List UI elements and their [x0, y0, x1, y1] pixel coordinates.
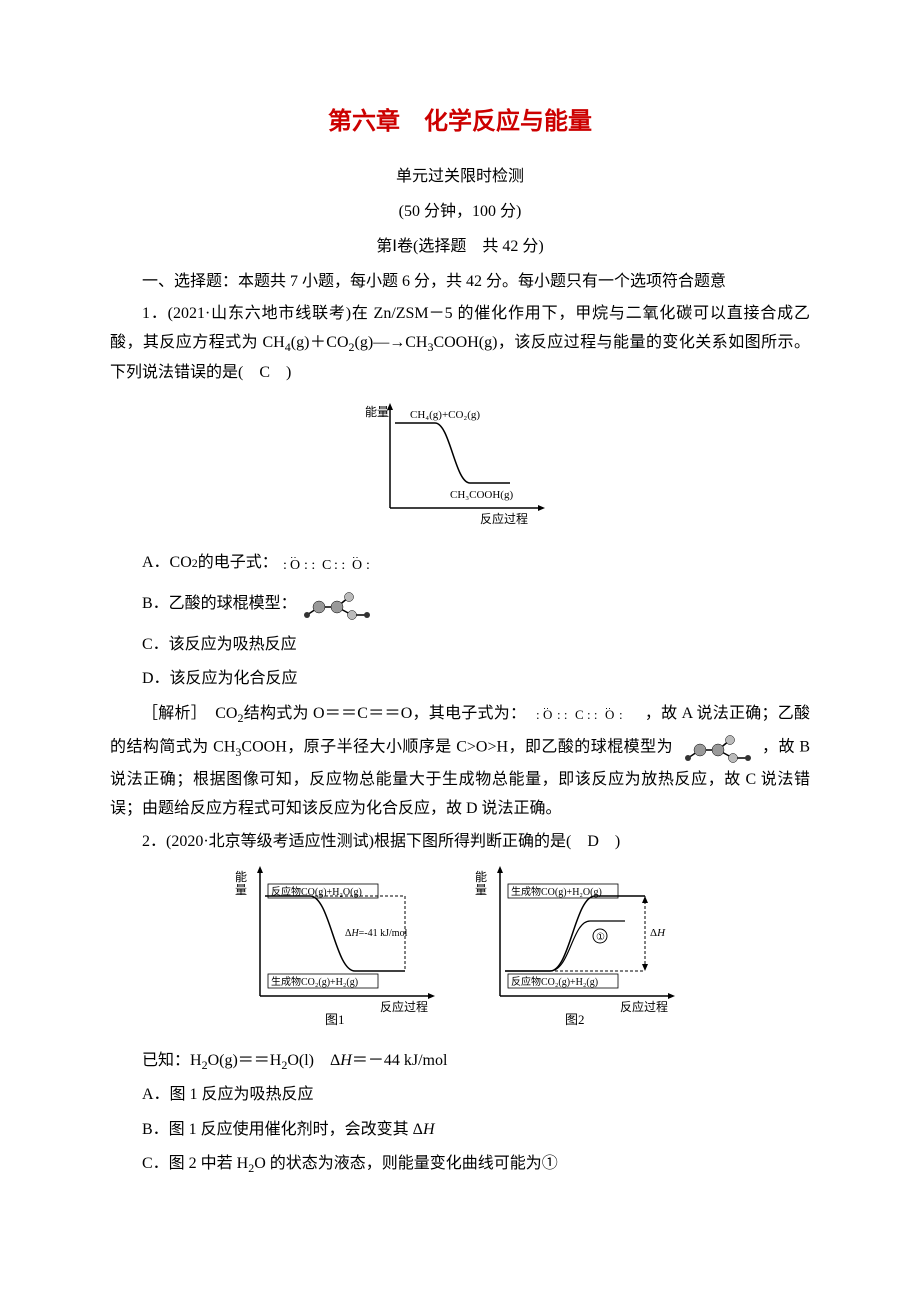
chapter-title: 第六章 化学反应与能量: [110, 100, 810, 143]
opt-a-prefix: A．CO: [142, 549, 192, 578]
svg-text:ΔH=-41 kJ/mol: ΔH=-41 kJ/mol: [345, 928, 408, 939]
energy-diagram-2-right: 能 量 生成物CO(g)+H₂O(g) ① ΔH 反应物CO₂(g)+H₂(g)…: [470, 866, 690, 1026]
opt-b-prefix: B．乙酸的球棍模型：: [142, 590, 297, 619]
svg-text::: :: [536, 707, 540, 722]
svg-text:O: O: [605, 707, 614, 722]
svg-text:C: C: [575, 707, 584, 722]
svg-text:量: 量: [475, 883, 487, 897]
section-header: 第Ⅰ卷(选择题 共 42 分): [110, 233, 810, 262]
svg-text:C: C: [322, 558, 331, 573]
q1-diagram: 能量 CH₄(g)+CO₂(g) CH₃COOH(g) 反应过程: [110, 398, 810, 539]
opt-a-text: 的电子式：: [198, 549, 278, 578]
svg-text:反应过程: 反应过程: [620, 999, 668, 1014]
q1-option-d: D．该反应为化合反应: [110, 665, 810, 694]
ball-stick-model-icon-2: [678, 730, 758, 766]
top-species-label: CH₄(g)+CO₂(g): [410, 409, 480, 421]
svg-text:反应物CO₂(g)+H₂(g): 反应物CO₂(g)+H₂(g): [511, 975, 598, 988]
svg-text:ΔH: ΔH: [650, 927, 666, 939]
given-t2: O(l) Δ: [287, 1052, 340, 1069]
svg-text:图1: 图1: [325, 1012, 345, 1026]
bottom-species-label: CH₃COOH(g): [450, 489, 513, 501]
diagram-right-container: 能 量 生成物CO(g)+H₂O(g) ① ΔH 反应物CO₂(g)+H₂(g)…: [470, 866, 690, 1037]
svg-text:: :: : :: [304, 558, 315, 573]
q1-stem-p3: (g)―→CH: [355, 334, 428, 351]
svg-text:①: ①: [596, 932, 605, 943]
svg-text:生成物CO(g)+H₂O(g): 生成物CO(g)+H₂O(g): [511, 885, 602, 898]
analysis-t1: 结构式为 O＝＝C＝＝O，其电子式为：: [243, 705, 526, 722]
svg-text:: :: : :: [334, 558, 345, 573]
q2-optc-text: O 的状态为液态，则能量变化曲线可能为①: [254, 1155, 558, 1172]
svg-text:反应物CO(g)+H₂O(g): 反应物CO(g)+H₂O(g): [271, 885, 362, 898]
q2-optb-prefix: B．图 1 反应使用催化剂时，会改变其 Δ: [142, 1121, 423, 1138]
svg-text::: :: [619, 707, 623, 722]
q1-stem-p2: (g)＋CO: [291, 334, 349, 351]
given-italic-h: H: [340, 1052, 352, 1069]
x-axis-label: 反应过程: [480, 511, 528, 526]
energy-diagram-1: 能量 CH₄(g)+CO₂(g) CH₃COOH(g) 反应过程: [360, 398, 560, 528]
diagram-left-container: 能 量 反应物CO(g)+H₂O(g) ΔH=-41 kJ/mol 生成物CO₂…: [230, 866, 450, 1037]
y-axis-label: 能量: [365, 405, 389, 419]
q1-option-b: B．乙酸的球棍模型：: [110, 585, 810, 625]
given-t1: O(g)＝＝H: [208, 1052, 282, 1069]
q2-optc-prefix: C．图 2 中若 H: [142, 1155, 248, 1172]
svg-text:: :: : :: [587, 707, 597, 722]
q2-diagrams: 能 量 反应物CO(g)+H₂O(g) ΔH=-41 kJ/mol 生成物CO₂…: [110, 866, 810, 1037]
q2-optb-italic: H: [423, 1121, 435, 1138]
ball-stick-model-icon: [297, 585, 377, 625]
analysis-t3: COOH，原子半径大小顺序是 C>O>H，即乙酸的球棍模型为: [241, 739, 673, 756]
svg-text::: :: [283, 558, 287, 573]
svg-text::: :: [366, 558, 370, 573]
lewis-structure-icon: : ‥ O : : C : : ‥ O :: [278, 549, 388, 579]
analysis-prefix: ［解析］ CO: [142, 705, 237, 722]
energy-diagram-2-left: 能 量 反应物CO(g)+H₂O(g) ΔH=-41 kJ/mol 生成物CO₂…: [230, 866, 450, 1026]
svg-text:生成物CO₂(g)+H₂(g): 生成物CO₂(g)+H₂(g): [271, 975, 358, 988]
svg-text:O: O: [290, 558, 300, 573]
q1-option-c: C．该反应为吸热反应: [110, 631, 810, 660]
q1-stem: 1．(2021·山东六地市线联考)在 Zn/ZSM－5 的催化作用下，甲烷与二氧…: [110, 300, 810, 387]
q2-option-a: A．图 1 反应为吸热反应: [110, 1081, 810, 1110]
subtitle-2: (50 分钟，100 分): [110, 198, 810, 227]
q2-stem: 2．(2020·北京等级考适应性测试)根据下图所得判断正确的是( D ): [110, 828, 810, 857]
svg-text:: :: : :: [557, 707, 567, 722]
q1-option-a: A．CO2的电子式： : ‥ O : : C : : ‥ O :: [110, 549, 810, 579]
given-t3: ＝－44 kJ/mol: [352, 1052, 448, 1069]
given-prefix: 已知：H: [142, 1052, 202, 1069]
svg-text:O: O: [543, 707, 552, 722]
svg-text:能: 能: [475, 870, 487, 884]
svg-text:反应过程: 反应过程: [380, 999, 428, 1014]
svg-text:O: O: [352, 558, 362, 573]
q2-given: 已知：H2O(g)＝＝H2O(l) ΔH＝－44 kJ/mol: [110, 1047, 810, 1077]
q1-analysis: ［解析］ CO2结构式为 O＝＝C＝＝O，其电子式为： : ‥ O : : C …: [110, 700, 810, 823]
instructions: 一、选择题：本题共 7 小题，每小题 6 分，共 42 分。每小题只有一个选项符…: [110, 268, 810, 297]
subtitle-1: 单元过关限时检测: [110, 163, 810, 192]
lewis-structure-icon-2: : ‥ O : : C : : ‥ O :: [531, 701, 641, 727]
svg-text:图2: 图2: [565, 1012, 585, 1026]
svg-text:能: 能: [235, 870, 247, 884]
q2-option-c: C．图 2 中若 H2O 的状态为液态，则能量变化曲线可能为①: [110, 1150, 810, 1180]
q2-option-b: B．图 1 反应使用催化剂时，会改变其 ΔH: [110, 1116, 810, 1145]
svg-text:量: 量: [235, 883, 247, 897]
